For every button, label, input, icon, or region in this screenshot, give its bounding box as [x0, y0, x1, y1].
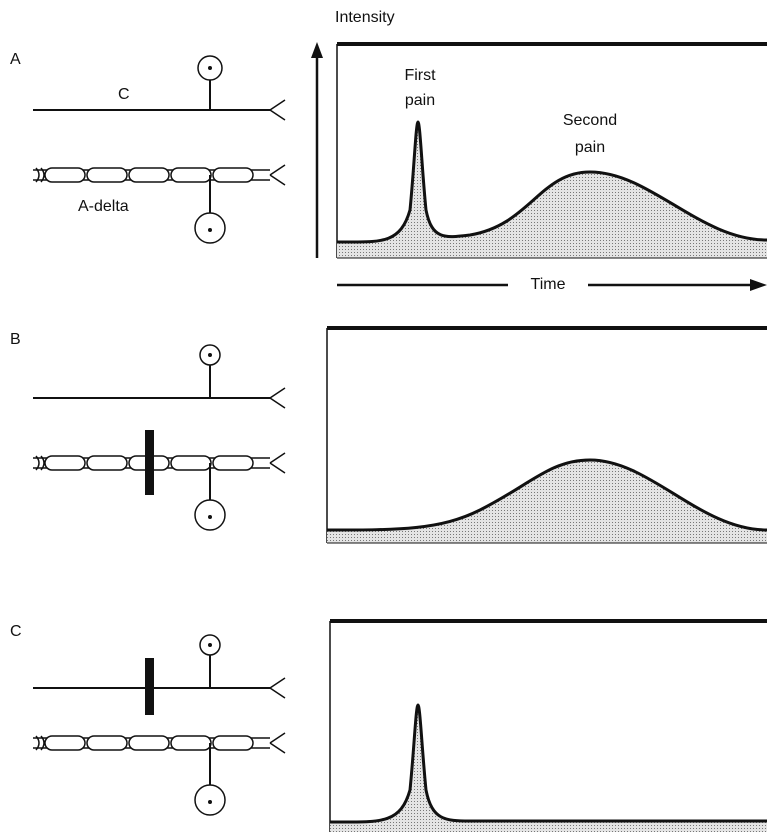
annotation: pain	[405, 92, 435, 109]
shape	[32, 677, 286, 699]
panel-label: C	[10, 623, 22, 640]
shape	[208, 228, 212, 232]
shape	[208, 643, 212, 647]
shape	[208, 800, 212, 804]
axis-label: Intensity	[335, 9, 395, 26]
annotation: pain	[575, 139, 605, 156]
shape	[145, 658, 154, 715]
shape	[208, 515, 212, 519]
shape	[145, 430, 154, 495]
shape	[750, 279, 767, 291]
panel-label: B	[10, 331, 21, 348]
shape	[326, 458, 767, 532]
shape	[32, 387, 286, 409]
shape	[208, 66, 212, 70]
fiber-label: C	[118, 86, 130, 103]
shape	[32, 164, 286, 186]
panel-label: A	[10, 51, 21, 68]
shape	[32, 452, 286, 474]
shape	[32, 732, 286, 754]
axis-label: Time	[531, 276, 566, 293]
shape	[32, 99, 286, 121]
annotation: Second	[563, 112, 617, 129]
fiber-label: A-delta	[78, 198, 129, 215]
shape	[311, 42, 323, 58]
shape	[336, 120, 767, 244]
shape	[208, 353, 212, 357]
annotation: First	[404, 67, 436, 84]
shape	[330, 705, 767, 832]
shape	[337, 122, 767, 258]
shape	[329, 703, 767, 824]
shape	[327, 460, 767, 543]
